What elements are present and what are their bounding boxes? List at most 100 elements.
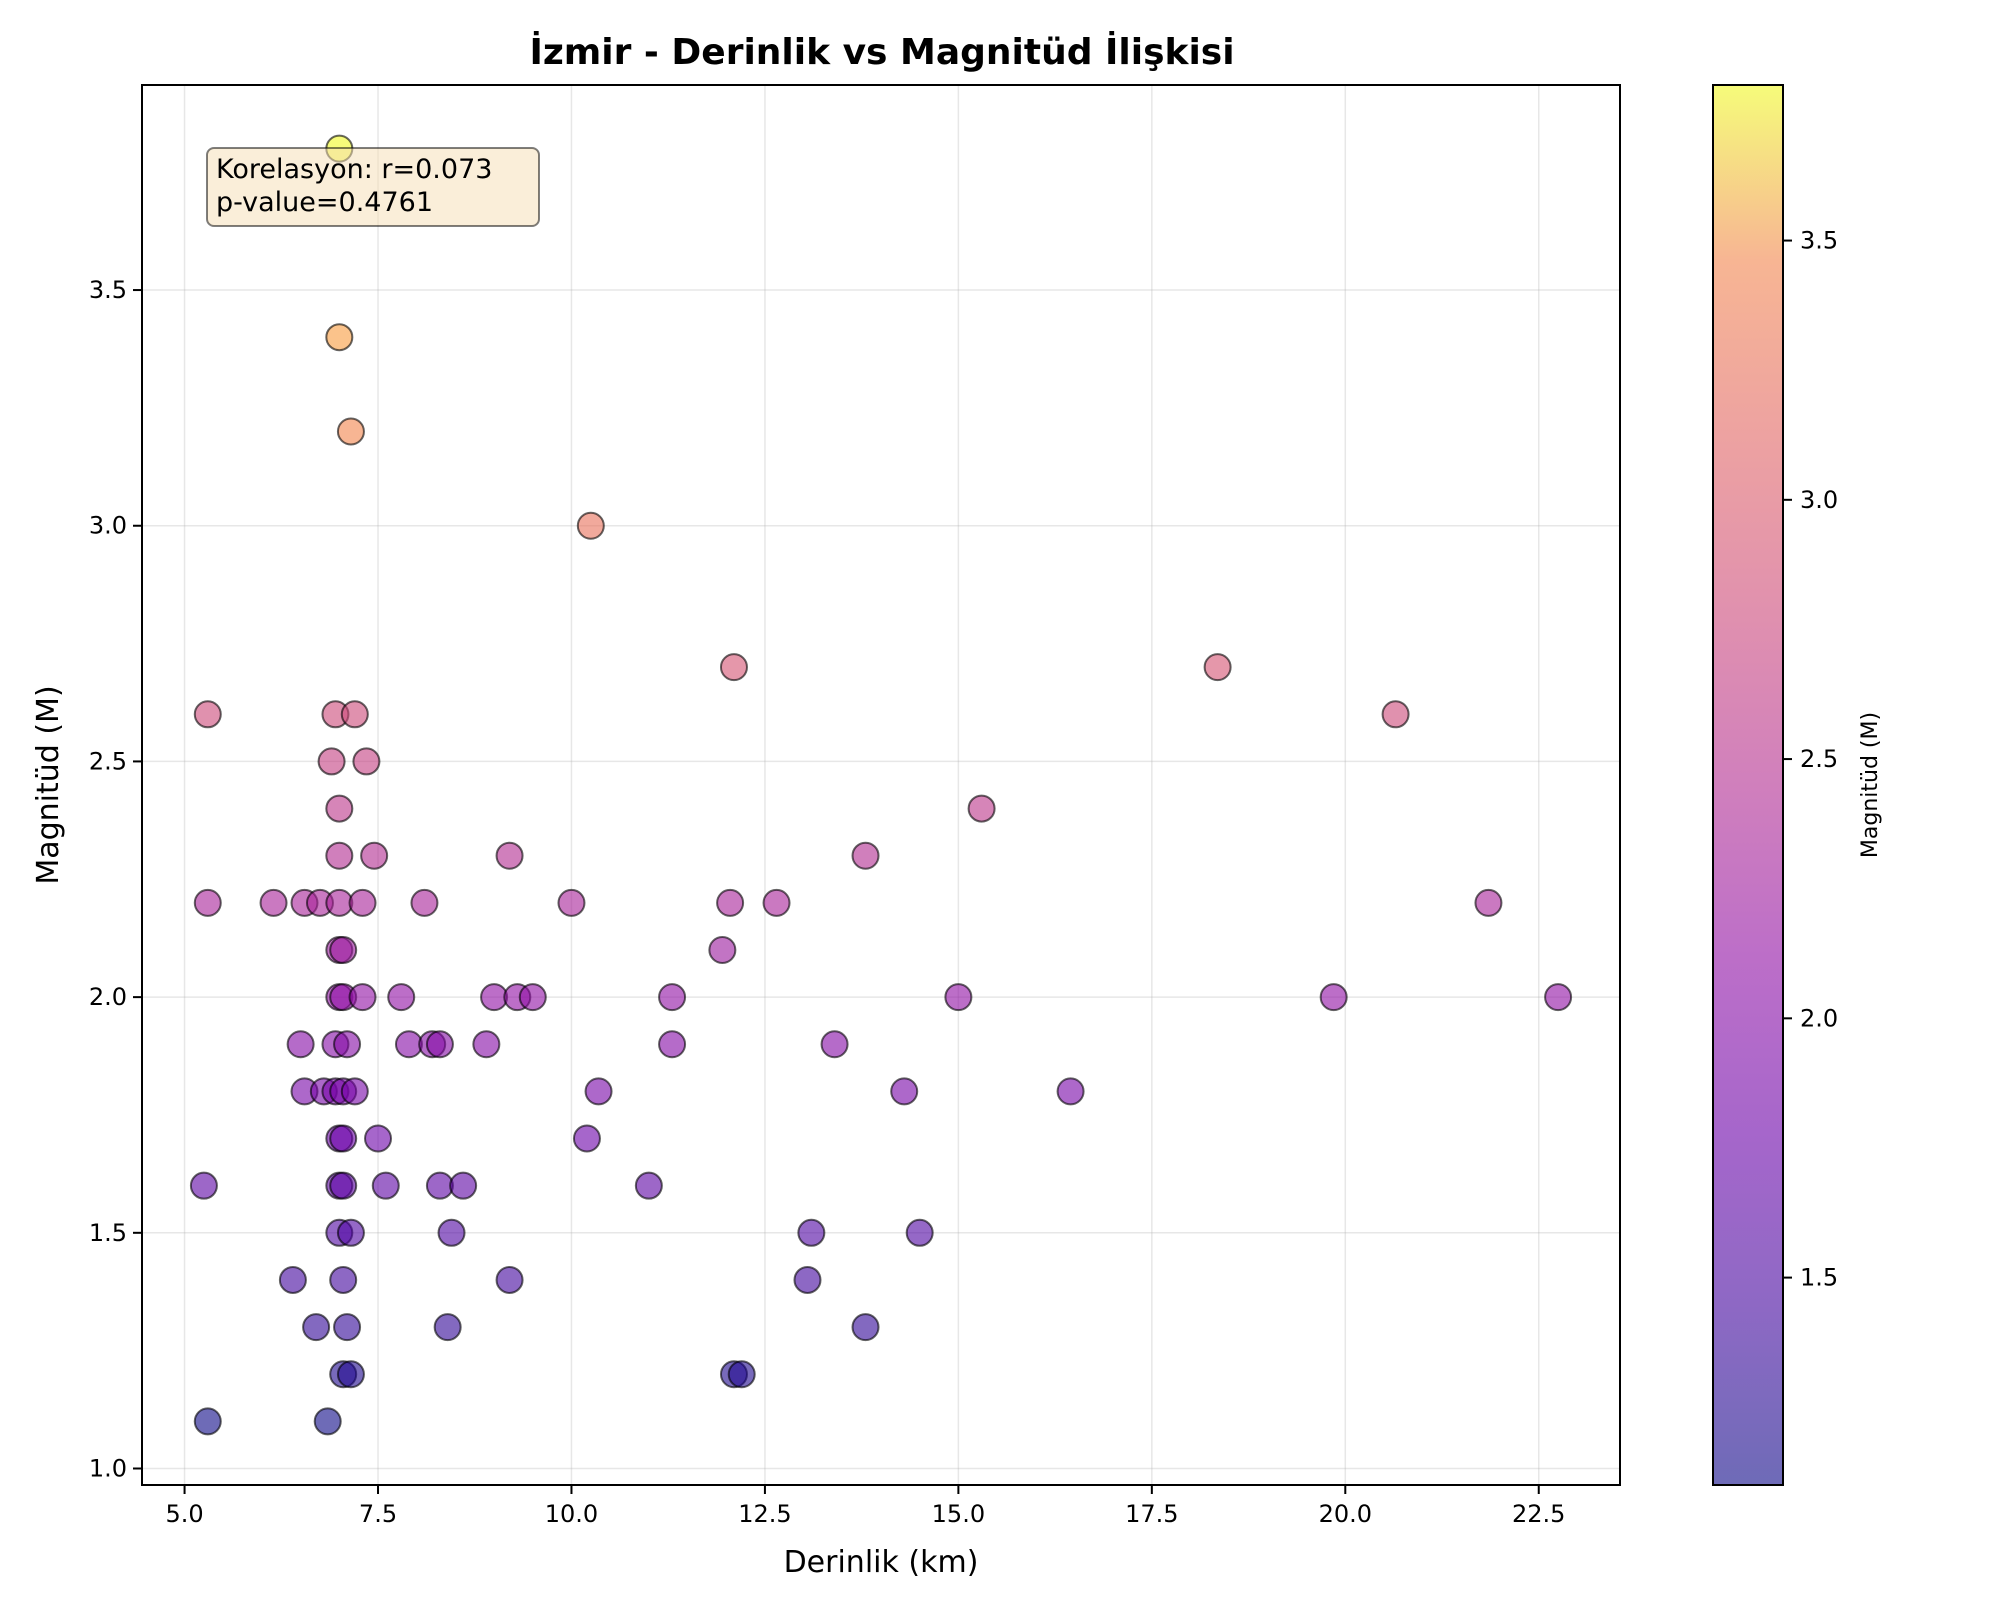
- y-tick-label: 3.0: [89, 512, 127, 540]
- y-tick-label: 1.5: [89, 1219, 127, 1247]
- annotation-line-2: p-value=0.4761: [216, 187, 433, 218]
- data-point: [1319, 983, 1348, 1012]
- data-point: [410, 888, 439, 917]
- data-point: [325, 323, 354, 352]
- data-point: [518, 983, 547, 1012]
- scatter-points: [189, 134, 1573, 1436]
- data-point: [317, 747, 346, 776]
- annotation-line-1: Korelasyon: r=0.073: [216, 154, 492, 185]
- data-point: [658, 983, 687, 1012]
- data-point: [944, 983, 973, 1012]
- x-tick-label: 7.5: [359, 1500, 397, 1528]
- data-point: [325, 841, 354, 870]
- data-point: [634, 1171, 663, 1200]
- data-point: [793, 1265, 822, 1294]
- data-point: [193, 1407, 222, 1436]
- data-point: [905, 1218, 934, 1247]
- data-point: [1544, 983, 1573, 1012]
- data-point: [336, 417, 365, 446]
- data-point: [360, 841, 389, 870]
- data-point: [762, 888, 791, 917]
- data-point: [364, 1124, 393, 1153]
- data-point: [286, 1030, 315, 1059]
- data-point: [851, 841, 880, 870]
- data-point: [333, 1313, 362, 1342]
- data-point: [719, 653, 748, 682]
- data-point: [259, 888, 288, 917]
- data-point: [352, 747, 381, 776]
- x-tick-label: 20.0: [1319, 1500, 1372, 1528]
- data-point: [348, 888, 377, 917]
- x-tick-label: 17.5: [1125, 1500, 1178, 1528]
- x-tick-label: 22.5: [1512, 1500, 1565, 1528]
- data-point: [851, 1313, 880, 1342]
- y-axis-label: Magnitüd (M): [31, 685, 66, 884]
- data-point: [727, 1360, 756, 1389]
- y-tick-label: 2.5: [89, 747, 127, 775]
- colorbar-label: Magnitüd (M): [1858, 712, 1883, 858]
- colorbar-tick-label: 3.0: [1800, 486, 1838, 514]
- data-point: [480, 983, 509, 1012]
- data-point: [437, 1218, 466, 1247]
- x-axis-ticks: 5.0 7.5 10.0 12.5 15.0 17.5 20.0 22.5: [165, 1485, 1565, 1528]
- data-point: [425, 1171, 454, 1200]
- data-point: [340, 700, 369, 729]
- data-point: [820, 1030, 849, 1059]
- data-point: [333, 1030, 362, 1059]
- y-tick-label: 3.5: [89, 276, 127, 304]
- data-point: [329, 935, 358, 964]
- x-tick-label: 5.0: [165, 1500, 203, 1528]
- data-point: [387, 983, 416, 1012]
- data-point: [658, 1030, 687, 1059]
- data-point: [572, 1124, 601, 1153]
- colorbar-tick-label: 1.5: [1800, 1264, 1838, 1292]
- data-point: [325, 794, 354, 823]
- data-point: [278, 1265, 307, 1294]
- data-point: [371, 1171, 400, 1200]
- data-point: [797, 1218, 826, 1247]
- chart-title: İzmir - Derinlik vs Magnitüd İlişkisi: [529, 31, 1234, 73]
- data-point: [967, 794, 996, 823]
- grid-lines: [142, 85, 1620, 1485]
- x-axis-label: Derinlik (km): [784, 1545, 979, 1580]
- data-point: [495, 1265, 524, 1294]
- data-point: [336, 1218, 365, 1247]
- colorbar-tick-label: 2.5: [1800, 745, 1838, 773]
- colorbar: [1712, 84, 1784, 1486]
- data-point: [1474, 888, 1503, 917]
- y-tick-label: 1.0: [89, 1455, 127, 1483]
- data-point: [329, 1124, 358, 1153]
- data-point: [329, 1171, 358, 1200]
- x-tick-label: 10.0: [545, 1500, 598, 1528]
- data-point: [394, 1030, 423, 1059]
- data-point: [193, 700, 222, 729]
- data-point: [425, 1030, 454, 1059]
- data-point: [325, 888, 354, 917]
- data-point: [1381, 700, 1410, 729]
- x-tick-label: 12.5: [738, 1500, 791, 1528]
- colorbar-tick-label: 2.0: [1800, 1004, 1838, 1032]
- data-point: [302, 1313, 331, 1342]
- data-point: [557, 888, 586, 917]
- data-point: [313, 1407, 342, 1436]
- correlation-annotation: Korelasyon: r=0.073 p-value=0.4761: [206, 147, 540, 227]
- data-point: [433, 1313, 462, 1342]
- annotation-background: [206, 147, 540, 227]
- data-point: [576, 511, 605, 540]
- data-point: [890, 1077, 919, 1106]
- x-tick-label: 15.0: [932, 1500, 985, 1528]
- data-point: [348, 983, 377, 1012]
- data-point: [336, 1360, 365, 1389]
- data-point: [1203, 653, 1232, 682]
- data-point: [449, 1171, 478, 1200]
- y-tick-label: 2.0: [89, 983, 127, 1011]
- data-point: [708, 935, 737, 964]
- data-point: [472, 1030, 501, 1059]
- data-point: [193, 888, 222, 917]
- colorbar-tick-label: 3.5: [1800, 227, 1838, 255]
- data-point: [716, 888, 745, 917]
- plot-frame: [141, 84, 1621, 1486]
- data-point: [584, 1077, 613, 1106]
- data-point: [189, 1171, 218, 1200]
